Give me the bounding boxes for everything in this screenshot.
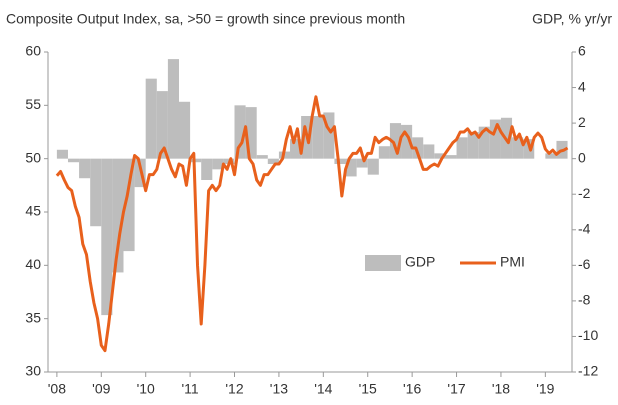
y-tick-label: 45 xyxy=(25,203,41,219)
bar xyxy=(290,139,302,159)
bar xyxy=(389,123,402,159)
bar xyxy=(423,144,435,159)
y2-tick-label: -8 xyxy=(578,292,591,308)
x-tick-label: '12 xyxy=(225,381,243,397)
bar xyxy=(212,158,224,170)
y-tick-label: 35 xyxy=(25,309,41,325)
bar xyxy=(312,116,324,159)
legend-swatch xyxy=(365,255,401,271)
y2-tick-label: 6 xyxy=(578,43,586,59)
bar xyxy=(156,91,168,159)
x-tick-label: '17 xyxy=(447,381,465,397)
bar xyxy=(79,158,91,179)
y2-tick-label: -2 xyxy=(578,185,591,201)
y2-tick-label: -6 xyxy=(578,256,591,272)
y2-tick-label: 2 xyxy=(578,114,586,130)
bar xyxy=(112,158,124,273)
bar xyxy=(245,107,257,159)
bar xyxy=(367,158,379,175)
bar xyxy=(167,59,179,159)
y2-tick-label: 4 xyxy=(578,78,586,94)
chart-title: Composite Output Index, sa, >50 = growth… xyxy=(6,11,405,27)
bar xyxy=(334,158,346,164)
bar xyxy=(145,78,157,159)
bar xyxy=(101,158,113,316)
x-tick-label: '19 xyxy=(536,381,554,397)
bar xyxy=(456,137,468,159)
bar xyxy=(56,149,68,159)
bar xyxy=(412,137,424,159)
line xyxy=(55,95,569,353)
x-tick-label: '10 xyxy=(137,381,155,397)
bar xyxy=(356,158,368,168)
x-tick-label: '16 xyxy=(403,381,421,397)
bar xyxy=(345,158,357,177)
x-tick-label: '18 xyxy=(492,381,510,397)
y-tick-label: 30 xyxy=(25,363,41,379)
bar xyxy=(467,132,479,159)
x-tick-label: '14 xyxy=(314,381,332,397)
bar xyxy=(378,146,390,159)
x-tick-label: '13 xyxy=(270,381,288,397)
bar xyxy=(512,137,524,159)
y2-tick-label: -10 xyxy=(578,327,598,343)
x-tick-label: '11 xyxy=(181,381,198,397)
legend-label: GDP xyxy=(405,254,435,270)
bar xyxy=(90,158,102,227)
x-tick-label: '15 xyxy=(359,381,377,397)
bar xyxy=(545,153,557,159)
bar xyxy=(478,126,490,159)
y-tick-label: 50 xyxy=(25,149,41,165)
bar xyxy=(267,158,279,164)
bar xyxy=(67,158,80,163)
bar xyxy=(179,101,191,159)
y2-axis-title: GDP, % yr/yr xyxy=(532,11,612,27)
y-tick-label: 60 xyxy=(25,43,41,59)
y-tick-label: 55 xyxy=(25,96,41,112)
y2-tick-label: 0 xyxy=(578,149,586,165)
bar xyxy=(489,119,501,159)
x-tick-label: '08 xyxy=(48,381,66,397)
y-tick-label: 40 xyxy=(25,256,41,272)
bar xyxy=(201,158,213,180)
bar xyxy=(401,124,413,159)
bar xyxy=(123,158,135,252)
y2-tick-label: -4 xyxy=(578,220,591,236)
bar xyxy=(190,158,202,163)
x-tick-label: '09 xyxy=(92,381,110,397)
bar xyxy=(234,105,246,159)
y2-tick-label: -12 xyxy=(578,363,598,379)
bar xyxy=(445,155,457,159)
bar xyxy=(434,153,446,159)
legend-label: PMI xyxy=(500,254,525,270)
bar xyxy=(323,112,335,159)
bar xyxy=(256,155,268,159)
